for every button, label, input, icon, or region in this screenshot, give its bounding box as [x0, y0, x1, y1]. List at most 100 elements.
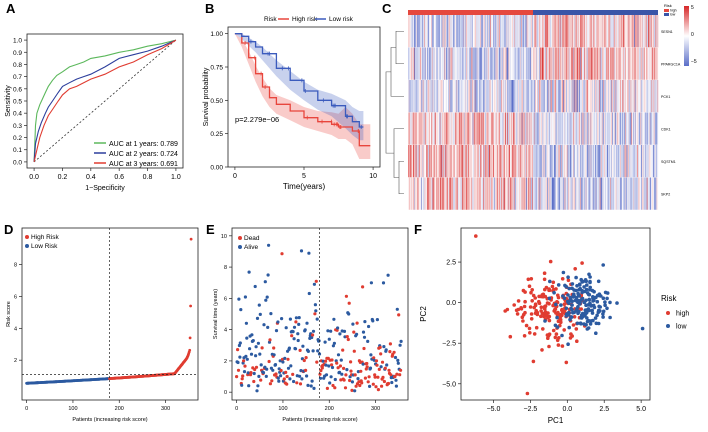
heatmap-cell [606, 80, 608, 113]
heatmap-cell [589, 145, 591, 178]
heatmap-cell [552, 80, 554, 113]
heatmap-cell [648, 145, 650, 178]
heatmap-cell [440, 145, 442, 178]
heatmap-cell [653, 80, 655, 113]
high-risk-point [562, 302, 567, 307]
heatmap-cell [577, 177, 579, 210]
heatmap-cell [573, 47, 575, 80]
heatmap-cell [508, 177, 510, 210]
heatmap-cell [535, 80, 537, 113]
heatmap-cell [545, 80, 547, 113]
legend-label-2: AUC at 2 years: 0.724 [109, 151, 178, 158]
heatmap-cell [533, 80, 535, 113]
heatmap-cell [415, 177, 417, 210]
heatmap-cell [582, 15, 584, 48]
alive-point [267, 243, 271, 247]
heatmap-cell [509, 177, 511, 210]
heatmap-cell [620, 177, 622, 210]
heatmap-cell [563, 15, 565, 48]
heatmap-cell [591, 177, 593, 210]
heatmap-cell [654, 47, 656, 80]
heatmap-cell [551, 47, 553, 80]
heatmap-cell [544, 47, 546, 80]
heatmap-cell [603, 112, 605, 145]
heatmap-cell [643, 80, 645, 113]
heatmap-cell [644, 47, 646, 80]
heatmap-cell [466, 112, 468, 145]
heatmap-cell [410, 15, 412, 48]
heatmap-cell [606, 15, 608, 48]
heatmap-cell [627, 145, 629, 178]
heatmap-cell [650, 145, 652, 178]
heatmap-cell [524, 177, 526, 210]
high-risk-point [573, 267, 577, 271]
heatmap-cell [617, 47, 619, 80]
heatmap-cell [475, 15, 477, 48]
alive-point [317, 339, 321, 343]
heatmap-cell [444, 47, 446, 80]
heatmap-cell [547, 112, 549, 145]
heatmap-cell [564, 80, 566, 113]
heatmap-cell [650, 15, 652, 48]
heatmap-cell [437, 112, 439, 145]
heatmap-cell [580, 80, 582, 113]
dendro-branch [390, 47, 404, 97]
heatmap-cell [633, 47, 635, 80]
heatmap-cell [650, 80, 652, 113]
heatmap-cell [445, 80, 447, 113]
heatmap-cell [514, 145, 516, 178]
heatmap-cell [624, 80, 626, 113]
heatmap-cell [634, 80, 636, 113]
heatmap-cell [513, 145, 515, 178]
heatmap-cell [563, 177, 565, 210]
heatmap-cell [503, 80, 505, 113]
heatmap-cell [514, 112, 516, 145]
heatmap-cell [512, 112, 514, 145]
heatmap-cell [632, 15, 634, 48]
heatmap-cell [645, 47, 647, 80]
heatmap-cell [562, 47, 564, 80]
heatmap-cell [617, 15, 619, 48]
heatmap-cell [464, 47, 466, 80]
heatmap-cell [627, 80, 629, 113]
alive-point [287, 346, 291, 350]
heatmap-cell [540, 15, 542, 48]
alive-point [313, 303, 317, 307]
dead-point [380, 360, 385, 364]
heatmap-cell [439, 177, 441, 210]
heatmap-cell [625, 15, 627, 48]
heatmap-cell [420, 80, 422, 113]
legend-title: Risk [664, 3, 672, 8]
heatmap-cell [584, 112, 586, 145]
heatmap-cell [619, 145, 621, 178]
dead-point [279, 368, 283, 373]
heatmap-cell [504, 80, 506, 113]
heatmap-cell [585, 80, 587, 113]
heatmap-cell [569, 15, 571, 48]
heatmap-cell [466, 47, 468, 80]
heatmap-cell [654, 15, 656, 48]
heatmap-cell [485, 145, 487, 178]
heatmap-cell [632, 47, 634, 80]
risk-point [189, 237, 193, 241]
heatmap-cell [609, 80, 611, 113]
heatmap-cell [613, 112, 615, 145]
heatmap-cell [497, 112, 499, 145]
heatmap-cell [459, 47, 461, 80]
heatmap-cell [654, 112, 656, 145]
heatmap-cell [464, 145, 466, 178]
heatmap-cell [590, 15, 592, 48]
heatmap-cell [606, 177, 608, 210]
heatmap-cell [650, 145, 652, 178]
heatmap-cell [639, 15, 641, 48]
heatmap-cell [580, 47, 582, 80]
heatmap-cell [512, 80, 514, 113]
heatmap-cell [609, 112, 611, 145]
heatmap-cell [433, 80, 435, 113]
low-risk-point [583, 313, 587, 318]
heatmap-cell [492, 15, 494, 48]
heatmap-cell [600, 80, 602, 113]
heatmap-cell [493, 177, 495, 210]
heatmap-cell [655, 112, 657, 145]
